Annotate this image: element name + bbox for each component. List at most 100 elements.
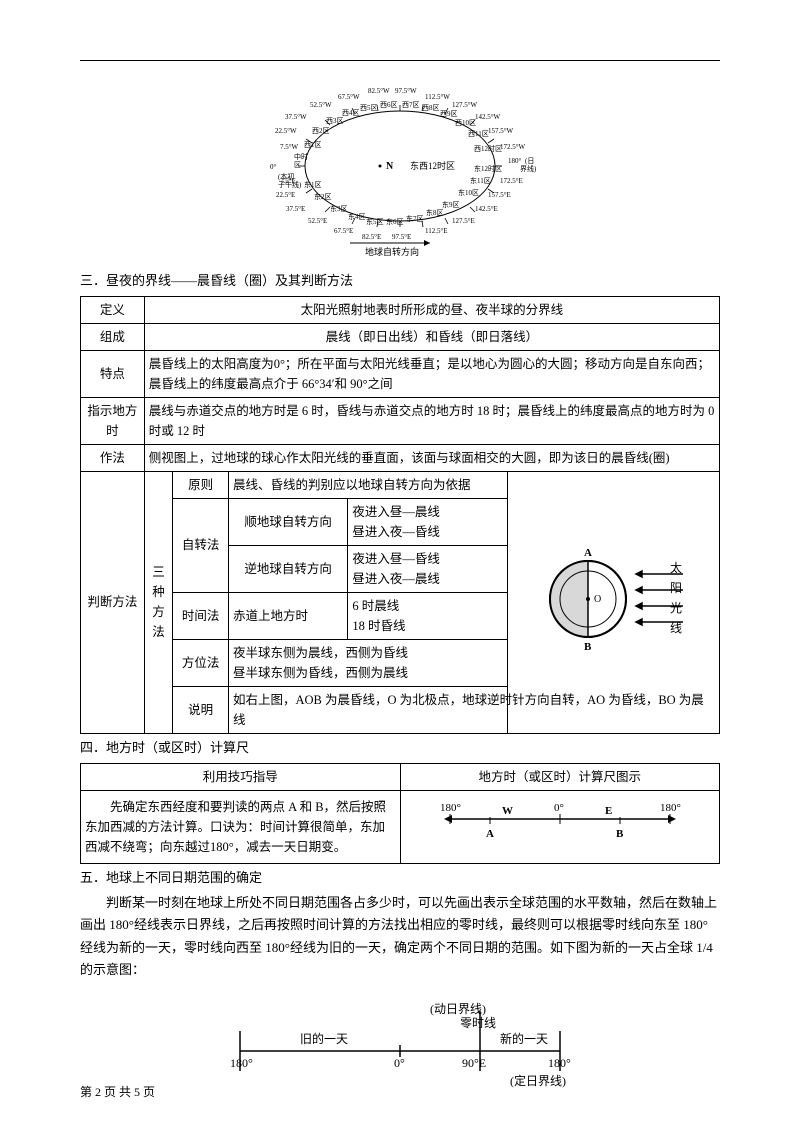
svg-text:22.5°W: 22.5°W (275, 127, 297, 135)
col1-header: 利用技巧指导 (81, 763, 401, 790)
ew12-label: 东西12时区 (410, 160, 455, 171)
svg-text:O: O (594, 594, 601, 605)
svg-text:东5区: 东5区 (366, 217, 384, 226)
feat-label: 特点 (81, 350, 145, 397)
svg-text:A: A (486, 828, 494, 840)
rotation-method-label: 自转法 (173, 498, 229, 592)
svg-text:97.5°W: 97.5°W (395, 87, 417, 95)
svg-text:0°: 0° (394, 1056, 405, 1070)
svg-text:西3区: 西3区 (326, 117, 344, 125)
note-content: 如右上图，AOB 为晨昏线，O 为北极点，地球逆时针方向自转，AO 为昏线，BO… (228, 686, 719, 733)
svg-text:0°: 0° (270, 163, 277, 171)
rot-reverse-result: 夜进入昼—昏线 昼进入夜—晨线 (348, 545, 507, 592)
svg-text:中时: 中时 (294, 152, 308, 161)
def-label: 定义 (81, 296, 145, 323)
timezone-diagram: N 东西12时区 0°(本初子午线) 中时区 7.5°W西1区 22.5°W西2… (230, 81, 570, 261)
svg-text:西12时区: 西12时区 (474, 144, 502, 153)
svg-text:太: 太 (670, 560, 682, 575)
section5-para: 判断某一时刻在地球上所处不同日期范围各占多少时，可以先画出表示全球范围的水平数轴… (80, 892, 720, 980)
svg-text:180°: 180° (660, 802, 681, 814)
date-range-diagram: (动日界线) 零时线 旧的一天 新的一天 180° 0° 90°E 180° (… (80, 1001, 720, 1098)
comp-label: 组成 (81, 323, 145, 350)
principle-label: 原则 (173, 471, 229, 498)
svg-text:区: 区 (294, 161, 301, 169)
svg-text:东11区: 东11区 (470, 176, 491, 185)
north-label: N (386, 161, 394, 172)
svg-text:82.5°W: 82.5°W (368, 87, 390, 95)
time-content: 赤道上地方时 (228, 592, 347, 639)
svg-text:旧的一天: 旧的一天 (300, 1031, 348, 1046)
svg-text:界线): 界线) (520, 164, 537, 173)
svg-text:东7区: 东7区 (406, 214, 424, 223)
def-content: 太阳光照射地表时所形成的昼、夜半球的分界线 (144, 296, 719, 323)
svg-text:142.5°W: 142.5°W (475, 113, 501, 121)
svg-text:180°: 180° (440, 802, 461, 814)
svg-text:112.5°E: 112.5°E (425, 227, 448, 235)
svg-text:(动日界线): (动日界线) (430, 1002, 486, 1016)
svg-text:A: A (584, 547, 592, 559)
svg-text:(定日界线): (定日界线) (510, 1073, 566, 1088)
feat-content: 晨昏线上的太阳高度为0°；所在平面与太阳光线垂直；是以地心为圆心的大圆；移动方向… (144, 350, 719, 397)
svg-text:67.5°E: 67.5°E (334, 227, 353, 235)
section3-title: 三．昼夜的界线——晨昏线（圈）及其判断方法 (80, 271, 720, 292)
rot-forward-result: 夜进入昼—晨线 昼进入夜—昏线 (348, 498, 507, 545)
three-methods-label: 三种方法 (144, 471, 173, 733)
indicate-label: 指示地方时 (81, 397, 145, 444)
svg-text:西5区: 西5区 (360, 104, 378, 112)
svg-text:172.5°W: 172.5°W (500, 143, 526, 151)
svg-text:7.5°E: 7.5°E (280, 177, 296, 185)
svg-text:西1区: 西1区 (304, 141, 322, 149)
svg-text:22.5°E: 22.5°E (276, 191, 295, 199)
svg-text:线: 线 (670, 621, 682, 635)
svg-text:90°E: 90°E (462, 1056, 486, 1070)
svg-text:W: W (502, 805, 513, 817)
col1-text: 先确定东西经度和要判读的两点 A 和 B，然后按照东加西减的方法计算。口诀为：时… (81, 790, 401, 863)
ruler-table: 利用技巧指导 地方时（或区时）计算尺图示 先确定东西经度和要判读的两点 A 和 … (80, 763, 720, 864)
section4-title: 四．地方时（或区时）计算尺 (80, 738, 720, 759)
svg-text:东2区: 东2区 (314, 192, 332, 201)
top-rule (80, 60, 720, 61)
sun-diagram: O A B 太 阳 光 线 (538, 544, 688, 654)
svg-text:新的一天: 新的一天 (500, 1031, 548, 1046)
rot-forward: 顺地球自转方向 (228, 498, 347, 545)
svg-text:97.5°E: 97.5°E (392, 233, 411, 241)
svg-text:东8区: 东8区 (426, 208, 444, 217)
svg-text:西2区: 西2区 (312, 127, 330, 135)
svg-text:零时线: 零时线 (460, 1016, 496, 1030)
svg-text:37.5°E: 37.5°E (286, 205, 305, 213)
svg-text:西7区: 西7区 (402, 101, 420, 109)
svg-text:52.5°W: 52.5°W (310, 101, 332, 109)
note-label: 说明 (173, 686, 229, 733)
time-method-label: 时间法 (173, 592, 229, 639)
svg-text:172.5°E: 172.5°E (500, 177, 523, 185)
terminator-table: 定义 太阳光照射地表时所形成的昼、夜半球的分界线 组成 晨线（即日出线）和昏线（… (80, 296, 720, 734)
comp-content: 晨线（即日出线）和昏线（即日落线） (144, 323, 719, 350)
direction-method-label: 方位法 (173, 639, 229, 686)
svg-text:180°: 180° (548, 1056, 571, 1070)
svg-text:光: 光 (670, 601, 682, 615)
svg-text:东10区: 东10区 (458, 188, 479, 197)
direction-result: 夜半球东侧为晨线，西侧为昏线 昼半球东侧为昏线，西侧为晨线 (228, 639, 507, 686)
svg-text:112.5°W: 112.5°W (425, 93, 450, 101)
svg-text:西9区: 西9区 (440, 110, 458, 118)
svg-text:西8区: 西8区 (422, 104, 440, 112)
svg-text:0°: 0° (554, 802, 564, 814)
page-footer: 第 2 页 共 5 页 (80, 1083, 155, 1102)
svg-text:127.5°E: 127.5°E (452, 217, 475, 225)
svg-text:B: B (616, 828, 624, 840)
svg-text:7.5°W: 7.5°W (280, 143, 299, 151)
svg-text:180°: 180° (230, 1056, 253, 1070)
svg-text:52.5°E: 52.5°E (308, 217, 327, 225)
svg-text:东6区: 东6区 (386, 217, 404, 226)
svg-text:东1区: 东1区 (304, 180, 322, 189)
svg-text:157.5°E: 157.5°E (488, 191, 511, 199)
svg-text:西10区: 西10区 (455, 119, 476, 127)
time-result: 6 时晨线 18 时昏线 (348, 592, 507, 639)
svg-text:西11区: 西11区 (468, 130, 489, 138)
judge-label: 判断方法 (81, 471, 145, 733)
svg-text:82.5°E: 82.5°E (362, 233, 381, 241)
svg-text:西4区: 西4区 (342, 109, 360, 117)
indicate-content: 晨线与赤道交点的地方时是 6 时，昏线与赤道交点的地方时 18 时；晨昏线上的纬… (144, 397, 719, 444)
svg-text:东4区: 东4区 (348, 212, 366, 221)
svg-text:67.5°W: 67.5°W (338, 93, 360, 101)
